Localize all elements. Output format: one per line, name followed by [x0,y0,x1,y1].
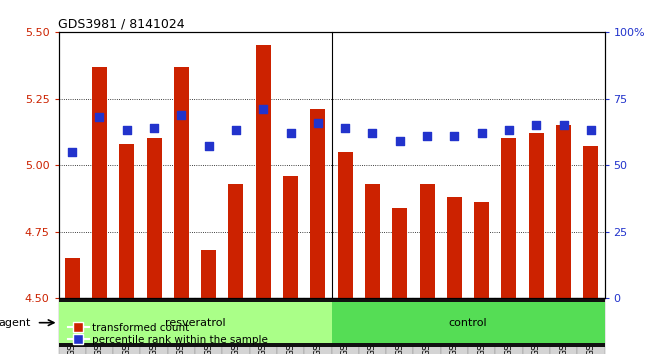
Bar [283,176,298,298]
Point [203,144,214,149]
Point [558,122,569,128]
Bar [332,302,604,343]
Bar [359,298,386,354]
Point [504,128,514,133]
Point [367,130,378,136]
Bar [64,258,80,298]
Bar [583,147,599,298]
Bar [310,109,326,298]
Bar [523,298,550,354]
Bar [58,302,332,343]
Point [531,122,541,128]
Bar [146,138,162,298]
Bar [86,298,113,354]
Point [149,125,159,131]
Text: agent: agent [0,318,31,328]
Bar [474,202,489,298]
Point [176,112,187,117]
Point [122,128,132,133]
Bar [392,208,408,298]
Point [285,130,296,136]
Point [231,128,241,133]
Bar [201,251,216,298]
Bar [447,197,462,298]
Legend: transformed count, percentile rank within the sample: transformed count, percentile rank withi… [64,318,272,349]
Bar [250,298,277,354]
Bar [468,298,495,354]
Bar [413,298,441,354]
Bar [119,144,135,298]
Bar [495,298,523,354]
Point [258,106,268,112]
Bar [228,184,244,298]
Bar [577,298,605,354]
Bar [255,45,271,298]
Bar [550,298,577,354]
Point [340,125,350,131]
Point [94,114,105,120]
Point [67,149,77,155]
Bar [419,184,435,298]
Point [313,120,323,125]
Bar [332,298,359,354]
Point [449,133,460,139]
Text: GDS3981 / 8141024: GDS3981 / 8141024 [58,18,185,31]
Bar [140,298,168,354]
Bar [556,125,571,298]
Point [586,128,596,133]
Point [422,133,432,139]
Bar [277,298,304,354]
Bar [58,298,86,354]
Bar [304,298,332,354]
Bar [501,138,517,298]
Bar [528,133,544,298]
Bar [441,298,468,354]
Bar [113,298,140,354]
Point [395,138,405,144]
Bar [222,298,250,354]
Point [476,130,487,136]
Bar [195,298,222,354]
Bar [337,152,353,298]
Bar [365,184,380,298]
Bar [174,67,189,298]
Bar [168,298,195,354]
Bar [386,298,413,354]
Bar [92,67,107,298]
Text: control: control [448,318,488,328]
Text: resveratrol: resveratrol [164,318,226,328]
